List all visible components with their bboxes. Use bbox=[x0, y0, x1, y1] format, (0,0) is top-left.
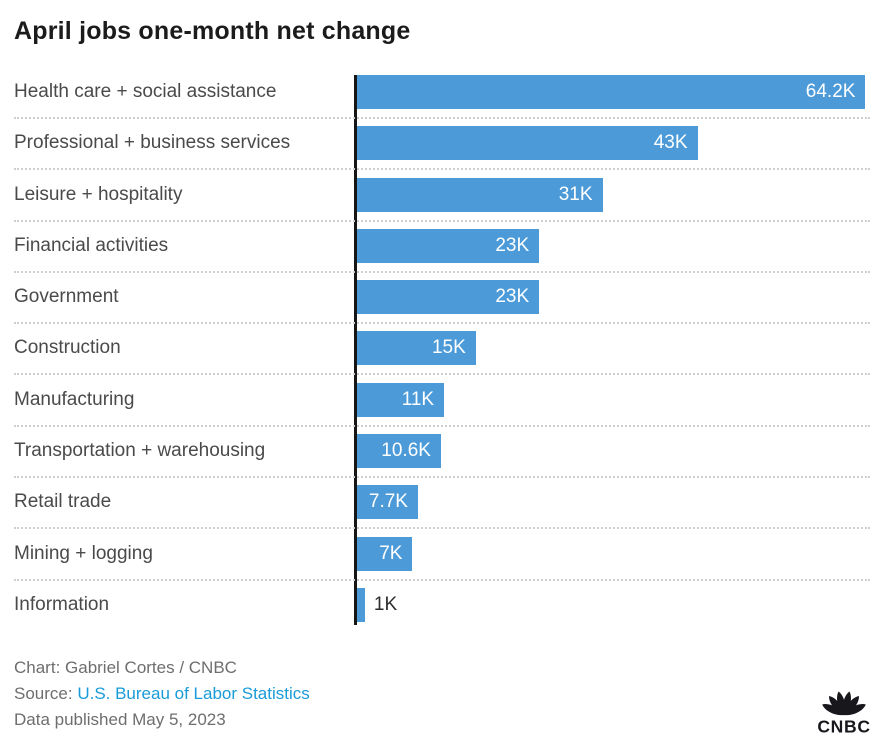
value-label: 64.2K bbox=[805, 81, 856, 102]
row-separator bbox=[14, 219, 870, 222]
bar bbox=[357, 280, 540, 315]
chart-row: Government 23K bbox=[0, 280, 896, 331]
bar bbox=[357, 331, 476, 366]
y-axis-line bbox=[354, 75, 357, 625]
chart-row: Information 1K bbox=[0, 587, 896, 639]
row-separator bbox=[14, 117, 870, 119]
bar bbox=[357, 75, 866, 109]
row-separator bbox=[14, 373, 870, 376]
value-label: 1K bbox=[373, 593, 398, 615]
category-label: Health care + social assistance bbox=[14, 81, 277, 102]
category-label: Government bbox=[14, 286, 119, 308]
value-label: 11K bbox=[401, 388, 435, 410]
chart-row: Health care + social assistance 64.2K bbox=[0, 75, 896, 126]
source-line: Source: U.S. Bureau of Labor Statistics bbox=[14, 681, 310, 707]
category-label: Transportation + warehousing bbox=[14, 440, 266, 462]
source-link[interactable]: U.S. Bureau of Labor Statistics bbox=[77, 684, 310, 703]
chart-row: Manufacturing 11K bbox=[0, 382, 896, 434]
bar bbox=[357, 485, 418, 520]
cnbc-logo-text: CNBC bbox=[817, 717, 870, 737]
bar bbox=[357, 126, 698, 161]
chart-row: Financial activities 23K bbox=[0, 228, 896, 280]
category-label: Construction bbox=[14, 337, 121, 359]
value-label: 15K bbox=[431, 337, 466, 359]
row-separator bbox=[14, 578, 870, 581]
row-separator bbox=[14, 168, 870, 171]
bar bbox=[357, 434, 441, 469]
value-label: 10.6K bbox=[381, 440, 431, 462]
row-separator bbox=[14, 270, 870, 273]
row-separator bbox=[14, 424, 870, 427]
source-label: Source: bbox=[14, 684, 78, 703]
chart-row: Construction 15K bbox=[0, 331, 896, 382]
chart-row: Professional + business services 43K bbox=[0, 126, 896, 177]
value-label: 43K bbox=[653, 132, 688, 154]
chart-footer: Chart: Gabriel Cortes / CNBC Source: U.S… bbox=[14, 655, 310, 733]
chart-rows: Health care + social assistance 64.2K Pr… bbox=[0, 75, 896, 639]
value-label: 23K bbox=[495, 234, 530, 256]
value-label: 7.7K bbox=[368, 491, 408, 513]
row-separator bbox=[14, 476, 870, 479]
cnbc-logo: CNBC bbox=[817, 691, 870, 737]
chart-row: Leisure + hospitality 31K bbox=[0, 177, 896, 229]
category-label: Manufacturing bbox=[14, 388, 135, 410]
published-date: Data published May 5, 2023 bbox=[14, 710, 226, 729]
value-label: 31K bbox=[558, 183, 593, 205]
bar bbox=[357, 382, 445, 417]
bar bbox=[357, 536, 413, 571]
category-label: Leisure + hospitality bbox=[14, 183, 183, 205]
bar bbox=[357, 177, 603, 212]
row-separator bbox=[14, 322, 870, 325]
category-label: Information bbox=[14, 593, 110, 615]
category-label: Professional + business services bbox=[14, 132, 291, 154]
category-label: Retail trade bbox=[14, 491, 112, 513]
chart-title: April jobs one-month net change bbox=[14, 17, 411, 45]
chart-row: Mining + logging 7K bbox=[0, 536, 896, 588]
peacock-icon bbox=[822, 691, 866, 716]
bar bbox=[357, 228, 540, 263]
value-label: 23K bbox=[495, 286, 530, 308]
row-separator bbox=[14, 527, 870, 530]
value-label: 7K bbox=[379, 542, 403, 564]
category-label: Financial activities bbox=[14, 234, 169, 256]
chart-row: Transportation + warehousing 10.6K bbox=[0, 434, 896, 485]
chart-row: Retail trade 7.7K bbox=[0, 485, 896, 536]
category-label: Mining + logging bbox=[14, 542, 153, 564]
chart-credit: Chart: Gabriel Cortes / CNBC bbox=[14, 658, 237, 677]
bar bbox=[357, 587, 365, 622]
